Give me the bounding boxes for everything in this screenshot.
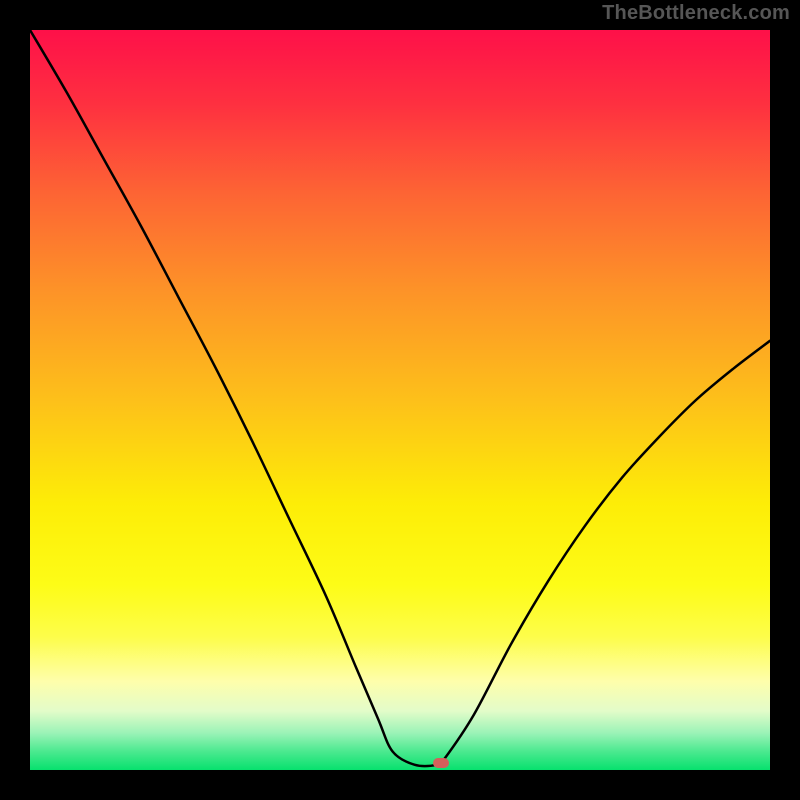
chart-plot-area	[30, 30, 770, 770]
bottleneck-curve	[30, 30, 770, 770]
chart-frame: TheBottleneck.com	[0, 0, 800, 800]
watermark-text: TheBottleneck.com	[602, 2, 790, 25]
optimal-point-marker	[433, 758, 449, 768]
